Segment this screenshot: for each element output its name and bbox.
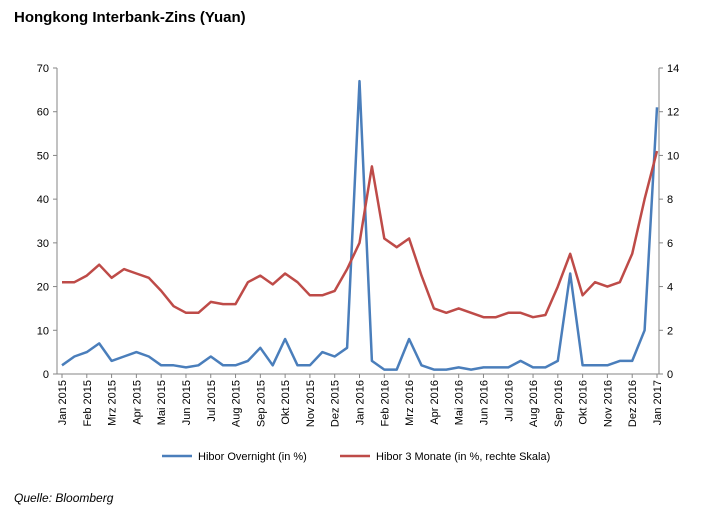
x-tick-label: Dez 2016 bbox=[627, 380, 639, 427]
x-tick-label: Jan 2015 bbox=[57, 380, 69, 425]
x-tick-label: Mai 2016 bbox=[454, 380, 466, 425]
x-tick-label: Jun 2016 bbox=[478, 380, 490, 425]
x-tick-label: Sep 2015 bbox=[255, 380, 267, 427]
y-tick-label: 10 bbox=[37, 325, 49, 337]
y2-tick-label: 6 bbox=[667, 238, 673, 250]
x-tick-label: Nov 2016 bbox=[602, 380, 614, 427]
x-tick-label: Jul 2015 bbox=[206, 380, 218, 422]
y-tick-label: 70 bbox=[37, 63, 49, 75]
legend-label: Hibor 3 Monate (in %, rechte Skala) bbox=[376, 451, 550, 463]
x-tick-label: Jan 2017 bbox=[652, 380, 664, 425]
y2-tick-label: 0 bbox=[667, 369, 673, 381]
y2-tick-label: 14 bbox=[667, 63, 679, 75]
legend-label: Hibor Overnight (in %) bbox=[198, 451, 307, 463]
y-tick-label: 50 bbox=[37, 150, 49, 162]
y2-tick-label: 4 bbox=[667, 282, 673, 294]
y-tick-label: 0 bbox=[43, 369, 49, 381]
x-tick-label: Okt 2015 bbox=[280, 380, 292, 425]
y-tick-label: 20 bbox=[37, 282, 49, 294]
y2-tick-label: 8 bbox=[667, 194, 673, 206]
y2-tick-label: 10 bbox=[667, 150, 679, 162]
x-tick-label: Aug 2016 bbox=[528, 380, 540, 427]
x-tick-label: Feb 2016 bbox=[379, 380, 391, 426]
series-line bbox=[62, 150, 659, 319]
y2-tick-label: 2 bbox=[667, 325, 673, 337]
x-tick-label: Aug 2015 bbox=[231, 380, 243, 427]
x-tick-label: Nov 2015 bbox=[305, 380, 317, 427]
y2-tick-label: 12 bbox=[667, 107, 679, 119]
x-tick-label: Mrz 2015 bbox=[107, 380, 119, 426]
x-tick-label: Dez 2015 bbox=[330, 380, 342, 427]
y-tick-label: 60 bbox=[37, 107, 49, 119]
chart-title: Hongkong Interbank-Zins (Yuan) bbox=[14, 9, 246, 26]
x-tick-label: Jun 2015 bbox=[181, 380, 193, 425]
x-tick-label: Apr 2016 bbox=[429, 380, 441, 425]
x-tick-label: Sep 2016 bbox=[553, 380, 565, 427]
source-note: Quelle: Bloomberg bbox=[14, 491, 114, 505]
y-tick-label: 40 bbox=[37, 194, 49, 206]
x-tick-label: Apr 2015 bbox=[131, 380, 143, 425]
x-tick-label: Jul 2016 bbox=[503, 380, 515, 422]
x-tick-label: Mai 2015 bbox=[156, 380, 168, 425]
x-tick-label: Jan 2016 bbox=[355, 380, 367, 425]
y-tick-label: 30 bbox=[37, 238, 49, 250]
x-tick-label: Mrz 2016 bbox=[404, 380, 416, 426]
x-tick-label: Okt 2016 bbox=[578, 380, 590, 425]
x-tick-label: Feb 2015 bbox=[82, 380, 94, 426]
series-line bbox=[61, 79, 659, 371]
